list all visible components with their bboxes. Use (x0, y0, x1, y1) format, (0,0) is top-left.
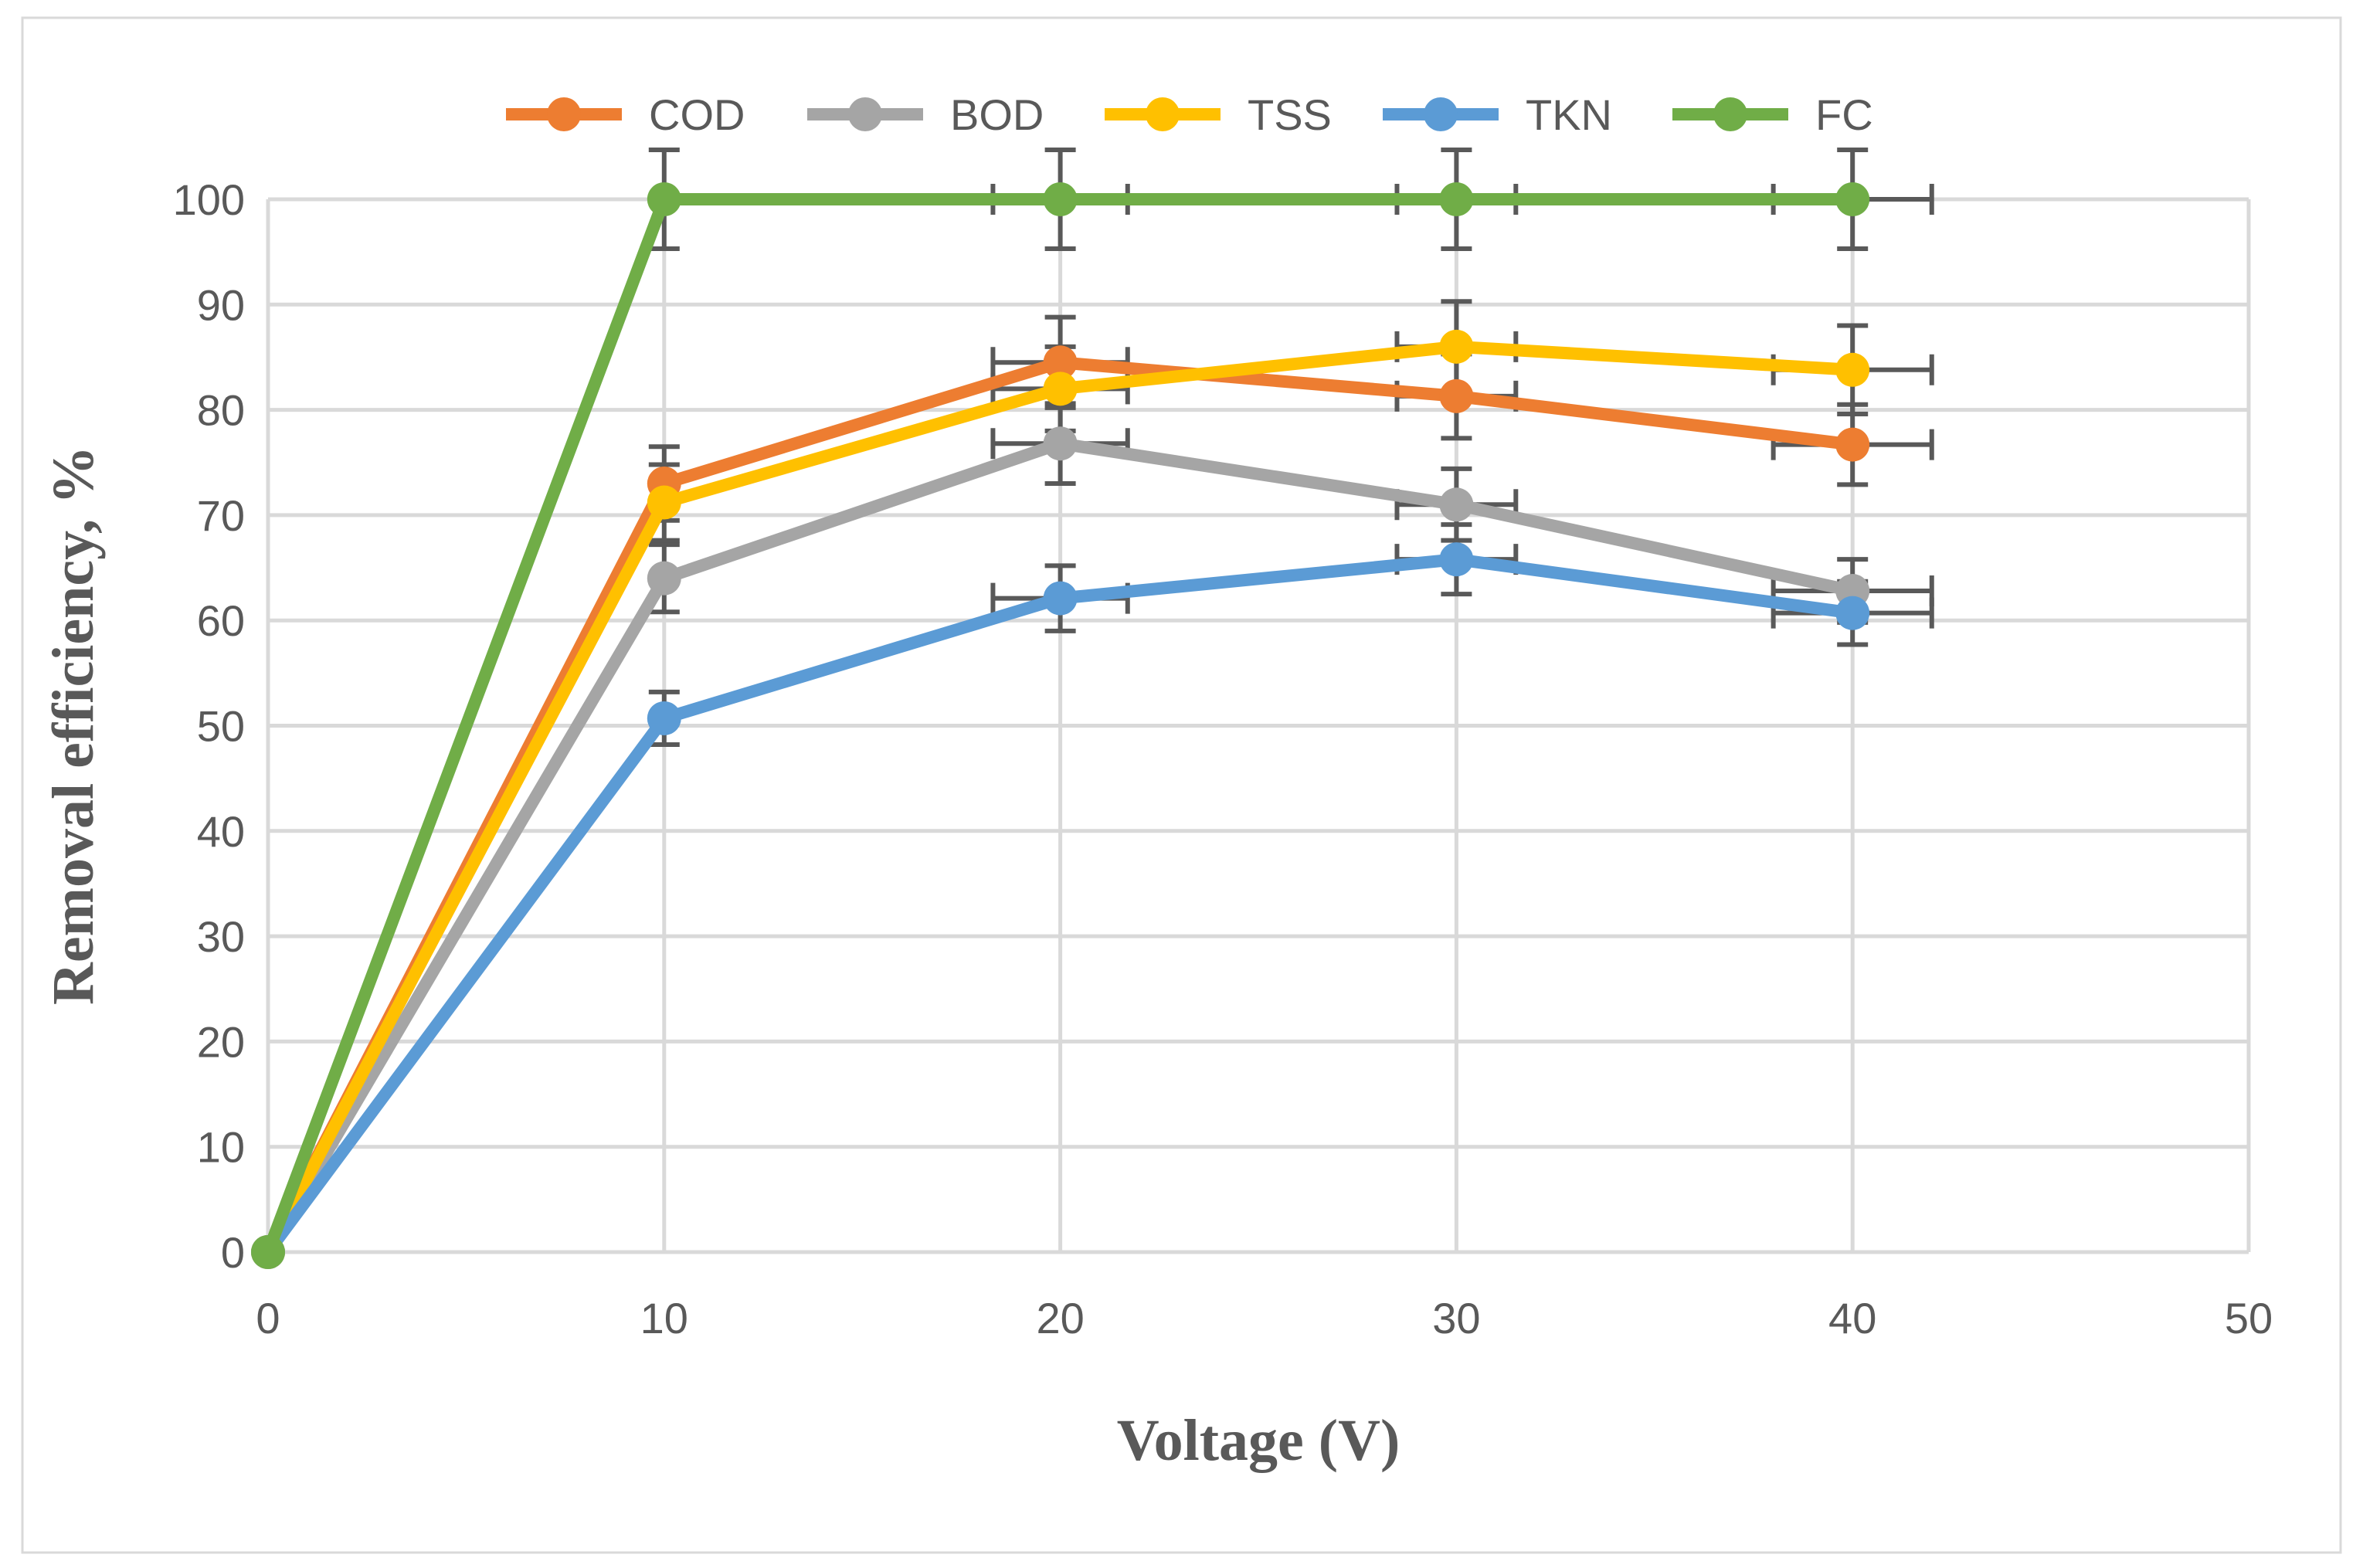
data-point-cod (1043, 345, 1078, 380)
x-axis-label: Voltage (V) (1117, 1408, 1400, 1473)
chart-border (21, 16, 2342, 1554)
data-point-tss (1439, 329, 1474, 364)
y-tick-label: 40 (197, 807, 245, 856)
data-point-bod (1439, 487, 1474, 522)
x-tick-label: 50 (2225, 1294, 2273, 1342)
y-tick-label: 50 (197, 702, 245, 751)
y-tick-label: 20 (197, 1017, 245, 1066)
x-tick-label: 20 (1036, 1294, 1084, 1342)
x-tick-label: 30 (1432, 1294, 1480, 1342)
legend-label-bod: BOD (950, 90, 1044, 139)
legend-marker-cod (547, 97, 581, 131)
data-point-bod (647, 561, 681, 596)
y-tick-label: 90 (197, 280, 245, 329)
legend-label-tss: TSS (1248, 90, 1332, 139)
legend-label-tkn: TKN (1526, 90, 1612, 139)
data-point-cod (1835, 427, 1870, 462)
x-tick-label: 0 (256, 1294, 280, 1342)
data-point-cod (1439, 378, 1474, 413)
legend-marker-fc (1713, 97, 1747, 131)
y-axis-label: Removal efficiency, % (41, 446, 106, 1005)
data-point-tss (1835, 352, 1870, 387)
data-point-fc (1043, 182, 1078, 216)
y-tick-label: 70 (197, 491, 245, 540)
legend-label-fc: FC (1815, 90, 1873, 139)
data-point-tss (1043, 372, 1078, 406)
x-tick-label: 40 (1828, 1294, 1876, 1342)
y-tick-label: 100 (173, 175, 245, 224)
x-tick-label: 10 (640, 1294, 688, 1342)
legend-label-cod: COD (649, 90, 745, 139)
y-tick-label: 60 (197, 596, 245, 645)
data-point-tkn (647, 701, 681, 735)
data-point-tkn (1439, 542, 1474, 577)
data-point-tkn (1835, 596, 1870, 630)
data-point-tkn (1043, 581, 1078, 616)
data-point-fc (647, 182, 681, 216)
y-tick-label: 80 (197, 386, 245, 435)
legend-marker-bod (848, 97, 882, 131)
y-tick-label: 10 (197, 1123, 245, 1172)
y-tick-label: 30 (197, 912, 245, 961)
legend-marker-tss (1146, 97, 1180, 131)
data-point-fc (251, 1235, 285, 1269)
data-point-tss (647, 485, 681, 520)
data-point-fc (1439, 182, 1474, 216)
legend-marker-tkn (1424, 97, 1458, 131)
data-point-bod (1043, 426, 1078, 461)
y-tick-label: 0 (221, 1228, 245, 1277)
data-point-fc (1835, 182, 1870, 216)
